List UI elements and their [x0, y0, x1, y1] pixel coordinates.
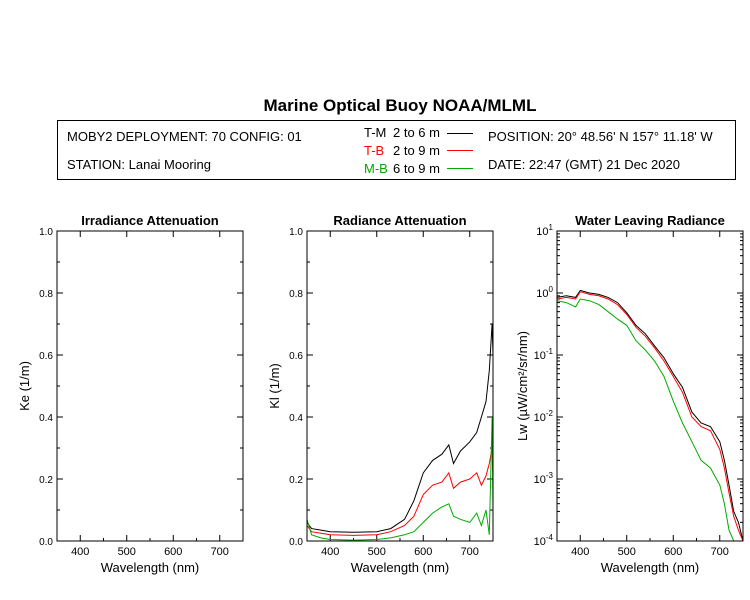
chart-title: Marine Optical Buoy NOAA/MLML: [263, 96, 537, 115]
x-tick-label: 500: [118, 546, 136, 558]
y-axis-label: Lw (µW/cm²/sr/nm): [515, 331, 530, 441]
legend-line-tb: [447, 150, 473, 151]
legend-code-mb: M-B: [364, 161, 388, 176]
series-line-t-m: [306, 323, 494, 533]
plot-frame: [556, 230, 744, 542]
y-tick-label: 0.6: [39, 351, 53, 362]
y-tick-label: 0.0: [39, 537, 53, 548]
legend-range-mb: 6 to 9 m: [393, 161, 440, 176]
x-tick-label: 600: [414, 546, 432, 558]
y-tick-label: 0.4: [289, 413, 303, 424]
y-tick-label: 100: [536, 285, 553, 300]
x-tick-label: 400: [71, 546, 89, 558]
y-tick-label: 0.6: [289, 351, 303, 362]
series-line-m-b: [306, 416, 494, 541]
x-tick-label: 700: [461, 546, 479, 558]
y-tick-label: 10-1: [534, 347, 554, 362]
panel-title: Irradiance Attenuation: [81, 213, 219, 228]
x-tick-label: 600: [164, 546, 182, 558]
y-tick-label: 0.4: [39, 413, 53, 424]
x-tick-label: 700: [211, 546, 229, 558]
legend-range-tb: 2 to 9 m: [393, 143, 440, 158]
y-axis-label: Ke (1/m): [17, 361, 32, 411]
legend-range-tm: 2 to 6 m: [393, 125, 440, 140]
x-axis-label: Wavelength (nm): [101, 560, 200, 575]
deployment-info-box: MOBY2 DEPLOYMENT: 70 CONFIG: 01 STATION:…: [57, 120, 736, 180]
series-line-t-m: [556, 289, 744, 542]
y-tick-label: 0.2: [289, 475, 303, 486]
y-tick-label: 1.0: [39, 227, 53, 238]
y-tick-label: 10-3: [534, 471, 554, 486]
legend-line-mb: [447, 168, 473, 169]
legend-line-tm: [447, 133, 473, 134]
position-label: POSITION: 20° 48.56' N 157° 11.18' W: [488, 129, 713, 144]
deployment-label: MOBY2 DEPLOYMENT: 70 CONFIG: 01: [67, 129, 302, 144]
y-tick-label: 0.8: [39, 289, 53, 300]
y-tick-label: 10-4: [534, 533, 554, 548]
x-tick-label: 500: [368, 546, 386, 558]
x-axis-label: Wavelength (nm): [601, 560, 700, 575]
station-label: STATION: Lanai Mooring: [67, 157, 212, 172]
panel-title: Water Leaving Radiance: [575, 213, 725, 228]
y-tick-label: 0.2: [39, 475, 53, 486]
x-tick-label: 400: [321, 546, 339, 558]
x-tick-label: 700: [711, 546, 729, 558]
series-line-m-b: [556, 298, 743, 542]
panel-title: Radiance Attenuation: [333, 213, 466, 228]
y-tick-label: 1.0: [289, 227, 303, 238]
legend-code-tm: T-M: [364, 125, 387, 140]
y-tick-label: 0.8: [289, 289, 303, 300]
x-tick-label: 600: [664, 546, 682, 558]
y-tick-label: 10-2: [534, 409, 554, 424]
series-line-t-b: [306, 447, 494, 536]
y-tick-label: 0.0: [289, 537, 303, 548]
x-tick-label: 500: [618, 546, 636, 558]
y-tick-label: 101: [536, 223, 553, 238]
plot-frame: [56, 230, 244, 542]
plot-frame: [306, 230, 494, 542]
x-tick-label: 400: [571, 546, 589, 558]
series-line-t-b: [556, 291, 744, 542]
legend-code-tb: T-B: [364, 143, 385, 158]
y-axis-label: Kl (1/m): [267, 363, 282, 409]
x-axis-label: Wavelength (nm): [351, 560, 450, 575]
date-label: DATE: 22:47 (GMT) 21 Dec 2020: [488, 157, 680, 172]
